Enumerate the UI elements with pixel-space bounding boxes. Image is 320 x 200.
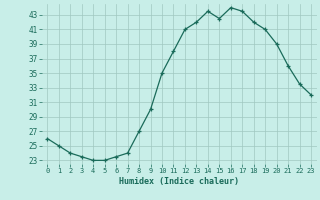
X-axis label: Humidex (Indice chaleur): Humidex (Indice chaleur) <box>119 177 239 186</box>
